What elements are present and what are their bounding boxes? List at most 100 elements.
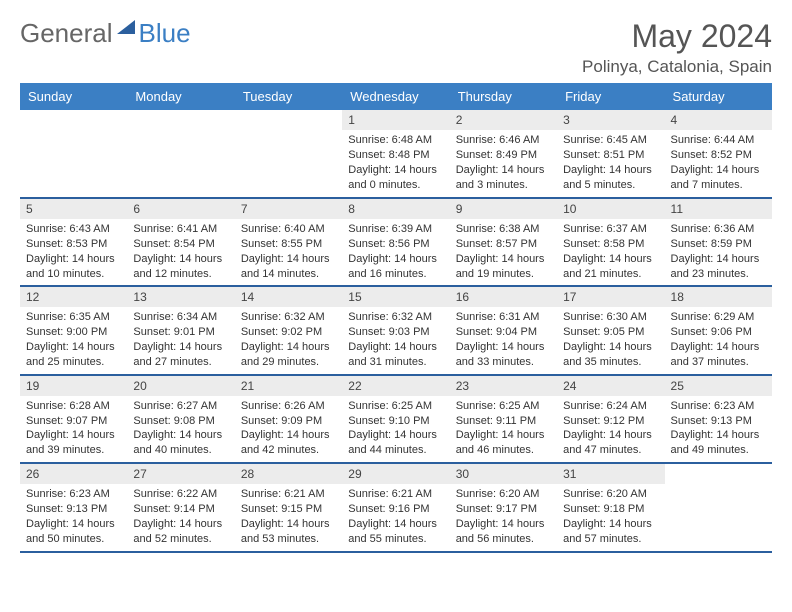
day-number: 22 (342, 376, 449, 396)
day-data: Sunrise: 6:48 AMSunset: 8:48 PMDaylight:… (342, 130, 449, 196)
day-data: Sunrise: 6:40 AMSunset: 8:55 PMDaylight:… (235, 219, 342, 285)
calendar-cell (20, 110, 127, 198)
calendar-cell: 5Sunrise: 6:43 AMSunset: 8:53 PMDaylight… (20, 198, 127, 286)
day-number: 3 (557, 110, 664, 130)
month-title: May 2024 (582, 18, 772, 55)
calendar-cell: 15Sunrise: 6:32 AMSunset: 9:03 PMDayligh… (342, 286, 449, 374)
day-number: 24 (557, 376, 664, 396)
calendar-week-row: 1Sunrise: 6:48 AMSunset: 8:48 PMDaylight… (20, 110, 772, 198)
day-data: Sunrise: 6:21 AMSunset: 9:16 PMDaylight:… (342, 484, 449, 550)
day-number: 14 (235, 287, 342, 307)
calendar-cell: 1Sunrise: 6:48 AMSunset: 8:48 PMDaylight… (342, 110, 449, 198)
logo: General Blue (20, 18, 191, 49)
calendar-cell: 10Sunrise: 6:37 AMSunset: 8:58 PMDayligh… (557, 198, 664, 286)
day-number: 11 (665, 199, 772, 219)
calendar-week-row: 5Sunrise: 6:43 AMSunset: 8:53 PMDaylight… (20, 198, 772, 286)
calendar-cell: 29Sunrise: 6:21 AMSunset: 9:16 PMDayligh… (342, 463, 449, 551)
day-number: 9 (450, 199, 557, 219)
day-number: 10 (557, 199, 664, 219)
calendar-cell: 9Sunrise: 6:38 AMSunset: 8:57 PMDaylight… (450, 198, 557, 286)
day-data: Sunrise: 6:22 AMSunset: 9:14 PMDaylight:… (127, 484, 234, 550)
calendar-cell: 25Sunrise: 6:23 AMSunset: 9:13 PMDayligh… (665, 375, 772, 463)
calendar-cell: 18Sunrise: 6:29 AMSunset: 9:06 PMDayligh… (665, 286, 772, 374)
day-data: Sunrise: 6:43 AMSunset: 8:53 PMDaylight:… (20, 219, 127, 285)
calendar-header-row: SundayMondayTuesdayWednesdayThursdayFrid… (20, 83, 772, 110)
day-data: Sunrise: 6:27 AMSunset: 9:08 PMDaylight:… (127, 396, 234, 462)
day-number: 29 (342, 464, 449, 484)
day-number: 6 (127, 199, 234, 219)
day-number: 12 (20, 287, 127, 307)
calendar-cell: 16Sunrise: 6:31 AMSunset: 9:04 PMDayligh… (450, 286, 557, 374)
day-number: 5 (20, 199, 127, 219)
calendar-cell: 30Sunrise: 6:20 AMSunset: 9:17 PMDayligh… (450, 463, 557, 551)
day-number: 31 (557, 464, 664, 484)
calendar-body: 1Sunrise: 6:48 AMSunset: 8:48 PMDaylight… (20, 110, 772, 552)
day-number: 13 (127, 287, 234, 307)
day-number: 25 (665, 376, 772, 396)
day-data: Sunrise: 6:38 AMSunset: 8:57 PMDaylight:… (450, 219, 557, 285)
calendar-cell: 26Sunrise: 6:23 AMSunset: 9:13 PMDayligh… (20, 463, 127, 551)
day-data: Sunrise: 6:25 AMSunset: 9:11 PMDaylight:… (450, 396, 557, 462)
calendar-cell: 22Sunrise: 6:25 AMSunset: 9:10 PMDayligh… (342, 375, 449, 463)
day-data: Sunrise: 6:45 AMSunset: 8:51 PMDaylight:… (557, 130, 664, 196)
calendar-cell: 14Sunrise: 6:32 AMSunset: 9:02 PMDayligh… (235, 286, 342, 374)
calendar-cell: 23Sunrise: 6:25 AMSunset: 9:11 PMDayligh… (450, 375, 557, 463)
weekday-header: Saturday (665, 83, 772, 110)
day-data: Sunrise: 6:29 AMSunset: 9:06 PMDaylight:… (665, 307, 772, 373)
day-data: Sunrise: 6:24 AMSunset: 9:12 PMDaylight:… (557, 396, 664, 462)
day-data: Sunrise: 6:32 AMSunset: 9:02 PMDaylight:… (235, 307, 342, 373)
day-data: Sunrise: 6:39 AMSunset: 8:56 PMDaylight:… (342, 219, 449, 285)
calendar-cell: 21Sunrise: 6:26 AMSunset: 9:09 PMDayligh… (235, 375, 342, 463)
day-data: Sunrise: 6:31 AMSunset: 9:04 PMDaylight:… (450, 307, 557, 373)
day-number: 1 (342, 110, 449, 130)
day-number: 4 (665, 110, 772, 130)
day-number: 18 (665, 287, 772, 307)
logo-text-blue: Blue (139, 18, 191, 49)
day-data: Sunrise: 6:23 AMSunset: 9:13 PMDaylight:… (20, 484, 127, 550)
day-number: 7 (235, 199, 342, 219)
day-data: Sunrise: 6:21 AMSunset: 9:15 PMDaylight:… (235, 484, 342, 550)
day-number: 16 (450, 287, 557, 307)
day-data: Sunrise: 6:35 AMSunset: 9:00 PMDaylight:… (20, 307, 127, 373)
day-number: 19 (20, 376, 127, 396)
location: Polinya, Catalonia, Spain (582, 57, 772, 77)
title-block: May 2024 Polinya, Catalonia, Spain (582, 18, 772, 77)
calendar-cell: 3Sunrise: 6:45 AMSunset: 8:51 PMDaylight… (557, 110, 664, 198)
day-data: Sunrise: 6:36 AMSunset: 8:59 PMDaylight:… (665, 219, 772, 285)
calendar-cell: 20Sunrise: 6:27 AMSunset: 9:08 PMDayligh… (127, 375, 234, 463)
calendar-cell: 17Sunrise: 6:30 AMSunset: 9:05 PMDayligh… (557, 286, 664, 374)
day-number: 2 (450, 110, 557, 130)
calendar-cell: 27Sunrise: 6:22 AMSunset: 9:14 PMDayligh… (127, 463, 234, 551)
day-number: 26 (20, 464, 127, 484)
day-data: Sunrise: 6:25 AMSunset: 9:10 PMDaylight:… (342, 396, 449, 462)
calendar-cell: 19Sunrise: 6:28 AMSunset: 9:07 PMDayligh… (20, 375, 127, 463)
calendar-cell (665, 463, 772, 551)
calendar-cell: 8Sunrise: 6:39 AMSunset: 8:56 PMDaylight… (342, 198, 449, 286)
header: General Blue May 2024 Polinya, Catalonia… (20, 18, 772, 77)
calendar-cell: 11Sunrise: 6:36 AMSunset: 8:59 PMDayligh… (665, 198, 772, 286)
day-number: 8 (342, 199, 449, 219)
calendar-cell: 24Sunrise: 6:24 AMSunset: 9:12 PMDayligh… (557, 375, 664, 463)
calendar-cell: 28Sunrise: 6:21 AMSunset: 9:15 PMDayligh… (235, 463, 342, 551)
logo-text-general: General (20, 18, 113, 49)
weekday-header: Tuesday (235, 83, 342, 110)
day-number: 15 (342, 287, 449, 307)
calendar-cell: 6Sunrise: 6:41 AMSunset: 8:54 PMDaylight… (127, 198, 234, 286)
day-data: Sunrise: 6:30 AMSunset: 9:05 PMDaylight:… (557, 307, 664, 373)
calendar-week-row: 19Sunrise: 6:28 AMSunset: 9:07 PMDayligh… (20, 375, 772, 463)
day-number: 23 (450, 376, 557, 396)
day-number: 20 (127, 376, 234, 396)
day-data: Sunrise: 6:44 AMSunset: 8:52 PMDaylight:… (665, 130, 772, 196)
day-number: 30 (450, 464, 557, 484)
calendar-cell: 12Sunrise: 6:35 AMSunset: 9:00 PMDayligh… (20, 286, 127, 374)
day-data: Sunrise: 6:28 AMSunset: 9:07 PMDaylight:… (20, 396, 127, 462)
weekday-header: Thursday (450, 83, 557, 110)
weekday-header: Friday (557, 83, 664, 110)
weekday-header: Sunday (20, 83, 127, 110)
calendar-cell: 4Sunrise: 6:44 AMSunset: 8:52 PMDaylight… (665, 110, 772, 198)
calendar-cell (235, 110, 342, 198)
calendar-table: SundayMondayTuesdayWednesdayThursdayFrid… (20, 83, 772, 553)
day-data: Sunrise: 6:46 AMSunset: 8:49 PMDaylight:… (450, 130, 557, 196)
day-data: Sunrise: 6:34 AMSunset: 9:01 PMDaylight:… (127, 307, 234, 373)
weekday-header: Monday (127, 83, 234, 110)
